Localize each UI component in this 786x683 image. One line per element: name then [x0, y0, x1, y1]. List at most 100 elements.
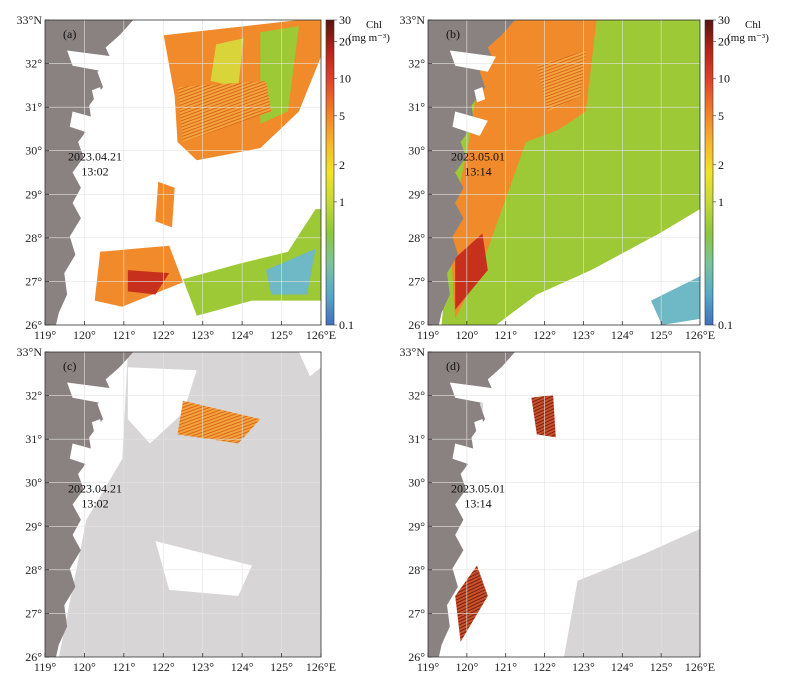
land-mass	[45, 352, 134, 657]
lon-tick-label: 122°	[152, 660, 175, 674]
lon-tick-label: 124°	[231, 660, 254, 674]
lat-tick-label: 28°	[25, 231, 42, 245]
lat-tick-label: 28°	[25, 563, 42, 577]
image-date: 2023.05.01	[451, 481, 505, 495]
estuary	[449, 382, 496, 404]
map-area	[45, 352, 321, 657]
lon-tick-label: 119°	[34, 328, 57, 342]
lat-tick-label: 31°	[25, 100, 42, 114]
lon-tick-label: 121°	[112, 660, 135, 674]
bloom-stripes	[177, 400, 261, 444]
colorbar-tick-label: 5	[718, 109, 724, 123]
colorbar-tick-label: 2	[339, 158, 345, 172]
lon-tick-label: 126°E	[685, 328, 715, 342]
lon-tick-label: 121°	[494, 660, 517, 674]
chl-low-patch	[260, 26, 299, 124]
chl-moderate-patch	[210, 38, 244, 88]
panel-label: (c)	[63, 359, 76, 373]
lat-tick-label: 31°	[25, 432, 42, 446]
land-mass	[428, 20, 515, 325]
lat-tick-label: 30°	[25, 144, 42, 158]
lon-tick-label: 119°	[34, 660, 57, 674]
lake	[91, 419, 103, 435]
panel-label: (d)	[446, 359, 460, 373]
lon-tick-label: 122°	[533, 660, 556, 674]
lon-tick-label: 126°E	[685, 660, 715, 674]
lon-tick-label: 120°	[73, 328, 96, 342]
colorbar-tick-label: 1	[339, 195, 345, 209]
cloud-gap	[577, 221, 700, 313]
lon-tick-label: 119°	[417, 660, 440, 674]
map-panel-a: 119° 120° 121° 122° 123° 124° 125° 126°E 26° 27° 2…	[17, 13, 391, 342]
colorbar-units: (mg m⁻³)	[348, 32, 390, 44]
lat-tick-label: 27°	[408, 274, 425, 288]
colorbar-tick-label: 10	[339, 72, 351, 86]
panel-label: (a)	[63, 27, 76, 41]
lat-tick-label: 29°	[408, 519, 425, 533]
chl-stripe-region	[536, 50, 586, 112]
lon-tick-label: 121°	[494, 328, 517, 342]
image-time: 13:14	[464, 496, 491, 510]
image-date: 2023.04.21	[68, 149, 122, 163]
map-area	[45, 20, 321, 325]
lat-tick-label: 33°N	[17, 13, 43, 27]
colorbar-ramp	[325, 19, 335, 326]
colorbar-tick-label: 20	[718, 35, 730, 49]
image-time: 13:02	[81, 496, 108, 510]
lon-tick-label: 125°	[650, 328, 673, 342]
image-time: 13:14	[464, 164, 491, 178]
lat-tick-label: 31°	[408, 100, 425, 114]
colorbar-tick-label: 30	[718, 13, 730, 27]
lon-tick-label: 122°	[152, 328, 175, 342]
lon-tick-label: 121°	[112, 328, 135, 342]
lon-tick-label: 123°	[191, 660, 214, 674]
colorbar-units: (mg m⁻³)	[727, 32, 769, 44]
map-frame	[427, 351, 701, 658]
lon-tick-label: 119°	[417, 328, 440, 342]
land-mass	[45, 20, 134, 325]
lon-tick-label: 123°	[191, 328, 214, 342]
lat-tick-label: 31°	[408, 432, 425, 446]
lon-tick-label: 125°	[650, 660, 673, 674]
colorbar-tick-label: 2	[718, 158, 724, 172]
lon-tick-label: 123°	[572, 328, 595, 342]
lat-tick-label: 26°	[408, 318, 425, 332]
image-date: 2023.05.01	[451, 149, 505, 163]
bay	[69, 443, 106, 468]
lon-tick-label: 124°	[611, 328, 634, 342]
colorbar-tick-label: 30	[339, 13, 351, 27]
lon-tick-label: 124°	[231, 328, 254, 342]
chl-high-coastal	[455, 233, 488, 310]
clear-sky	[155, 541, 252, 596]
colorbar: 30 20 10 5 2 1 0.1 Chl(mg m⁻³)	[704, 13, 769, 332]
chl-high-patch	[127, 270, 170, 295]
colorbar-tick-label: 0.1	[339, 318, 354, 332]
lat-tick-label: 32°	[408, 57, 425, 71]
map-frame	[44, 351, 322, 658]
lon-tick-label: 125°	[270, 660, 293, 674]
colorbar-title: Chl	[745, 19, 761, 31]
lat-tick-label: 29°	[25, 187, 42, 201]
lat-tick-label: 26°	[25, 318, 42, 332]
map-panel-c: 119° 120° 121° 122° 123° 124° 125° 126°E 26° 27° 2…	[17, 345, 337, 674]
lat-tick-label: 30°	[408, 144, 425, 158]
colorbar-tick-label: 5	[339, 109, 345, 123]
lat-tick-label: 27°	[408, 606, 425, 620]
lon-tick-label: 126°E	[306, 660, 336, 674]
lon-tick-label: 126°E	[306, 328, 336, 342]
lat-tick-label: 30°	[25, 476, 42, 490]
lat-tick-label: 27°	[25, 274, 42, 288]
map-area	[428, 352, 700, 657]
bloom-offshore	[531, 394, 556, 438]
bay	[69, 111, 106, 136]
lat-tick-label: 32°	[25, 57, 42, 71]
lat-tick-label: 28°	[408, 231, 425, 245]
chl-stripe-region	[177, 81, 272, 142]
lat-tick-label: 33°N	[17, 345, 43, 359]
chl-offshore-blue	[651, 276, 700, 325]
lat-tick-label: 30°	[408, 476, 425, 490]
lake	[474, 419, 486, 435]
lat-tick-label: 33°N	[400, 13, 426, 27]
estuary	[67, 382, 114, 404]
map-frame	[427, 19, 701, 326]
